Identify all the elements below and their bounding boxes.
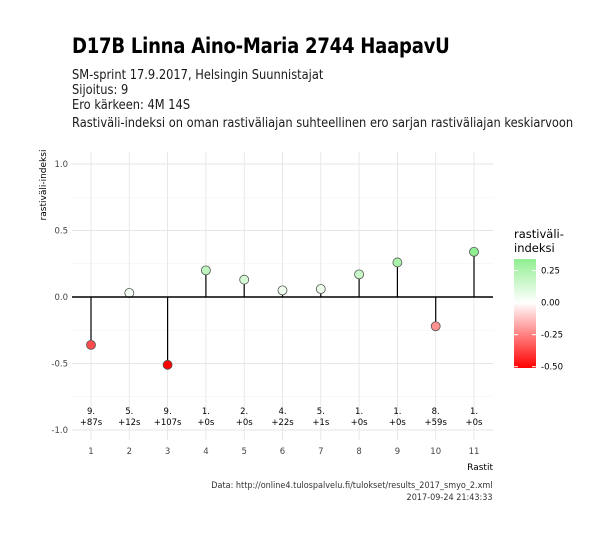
data-point: [239, 274, 250, 285]
annotation-rank: 4.: [278, 407, 286, 417]
x-tick-label: 2: [127, 447, 132, 457]
annotation-gap: +22s: [271, 418, 294, 428]
annotation-gap: +0s: [466, 418, 484, 428]
x-tick-label: 8: [356, 447, 361, 457]
axes: -1.0 -0.5 0.0 0.5 1.0 1 2 3 4 5 6 7 8 9 10 11 Rastit rast…: [39, 150, 493, 473]
caption-source: Data: http://online4.tulospalvelu.fi/tul…: [211, 481, 493, 491]
annotation-rank: 1.: [202, 407, 210, 417]
y-tick-label: 0.0: [54, 293, 68, 303]
x-tick-label: 5: [241, 447, 246, 457]
data-point: [354, 269, 365, 280]
legend-title-line1: rastiväli-: [514, 227, 564, 241]
annotation-rank: 1.: [355, 407, 363, 417]
annotation-gap: +0s: [236, 418, 254, 428]
y-tick-label: 0.5: [54, 227, 68, 237]
subtitle-placement: Sijoitus: 9: [72, 83, 129, 98]
data-point: [124, 288, 135, 298]
x-tick-label: 4: [203, 447, 208, 457]
data-point: [200, 265, 211, 276]
annotation-rank: 1.: [393, 407, 401, 417]
annotation-rank: 9.: [87, 407, 95, 417]
x-tick-label: 6: [280, 447, 285, 457]
annotation-gap: +0s: [389, 418, 407, 428]
annotation-gap: +0s: [197, 418, 215, 428]
subtitle-event: SM-sprint 17.9.2017, Helsingin Suunnista…: [72, 68, 324, 83]
legend-tick-label: -0.50: [541, 363, 563, 373]
x-tick-label: 7: [318, 447, 323, 457]
legend-tick-label: 0.00: [541, 299, 560, 309]
annotation-gap: +87s: [80, 418, 103, 428]
y-tick-label: -1.0: [51, 426, 68, 436]
annotation-rank: 5.: [125, 407, 133, 417]
x-axis-title: Rastit: [467, 463, 493, 473]
y-tick-label: -0.5: [51, 360, 68, 370]
legend-title-line2: indeksi: [514, 241, 555, 255]
subtitle-description: Rastiväli-indeksi on oman rastiväliajan …: [72, 116, 574, 131]
x-tick-label: 11: [469, 447, 480, 457]
annotations: 9.+87s5.+12s9.+107s1.+0s2.+0s4.+22s5.+1s…: [80, 407, 483, 428]
x-tick-label: 1: [88, 447, 93, 457]
annotation-gap: +107s: [154, 418, 182, 428]
y-axis-title: rastiväli-indeksi: [39, 150, 49, 221]
chart-title: D17B Linna Aino-Maria 2744 HaapavU: [72, 34, 450, 58]
data-points: [86, 246, 479, 370]
data-point: [392, 257, 403, 268]
data-point: [277, 285, 288, 296]
data-point: [162, 359, 173, 370]
x-tick-label: 3: [165, 447, 170, 457]
color-legend: rastiväli-indeksi 0.25 0.00 -0.25 -0.50: [514, 227, 564, 373]
annotation-rank: 9.: [164, 407, 172, 417]
annotation-rank: 1.: [470, 407, 478, 417]
annotation-gap: +1s: [312, 418, 330, 428]
annotation-gap: +12s: [118, 418, 141, 428]
annotation-rank: 8.: [432, 407, 440, 417]
data-point: [315, 284, 326, 294]
x-tick-label: 9: [395, 447, 400, 457]
subtitle-gap: Ero kärkeen: 4M 14S: [72, 98, 191, 113]
legend-tick-label: -0.25: [541, 331, 563, 341]
annotation-rank: 2.: [240, 407, 248, 417]
legend-tick-label: 0.25: [541, 267, 560, 277]
y-tick-label: 1.0: [54, 160, 68, 170]
data-point: [469, 246, 479, 257]
annotation-rank: 5.: [317, 407, 325, 417]
data-point: [86, 339, 96, 350]
x-tick-label: 10: [430, 447, 441, 457]
data-point: [430, 321, 441, 332]
legend-colorbar: [514, 259, 536, 368]
annotation-gap: +59s: [425, 418, 448, 428]
caption-timestamp: 2017-09-24 21:43:33: [406, 493, 493, 503]
annotation-gap: +0s: [351, 418, 369, 428]
